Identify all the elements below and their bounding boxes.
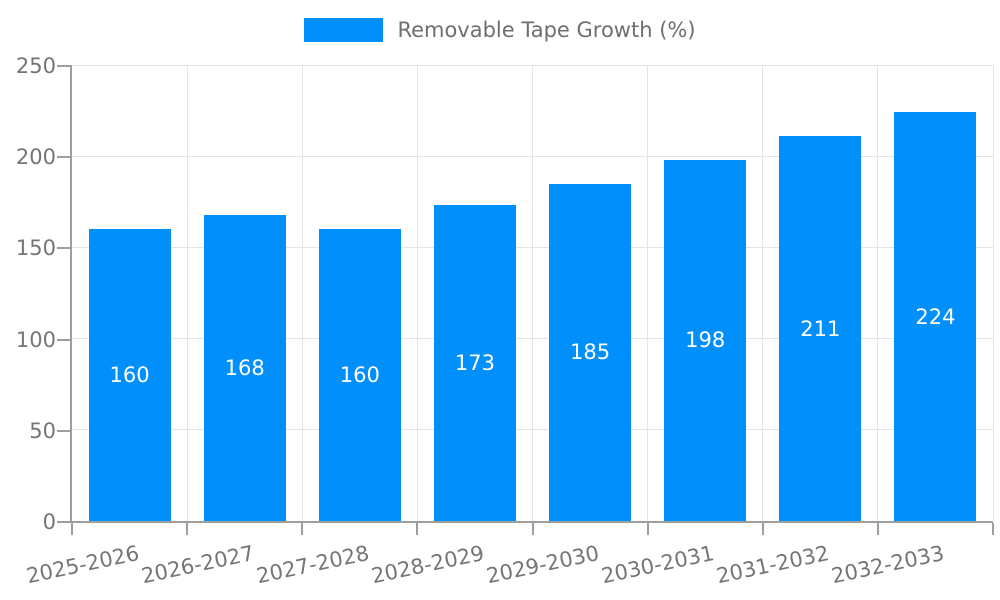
x-tick-mark bbox=[71, 523, 73, 535]
bar[interactable]: 198 bbox=[664, 159, 747, 521]
bar[interactable]: 160 bbox=[318, 229, 401, 521]
bar[interactable]: 173 bbox=[433, 205, 516, 521]
bar-value-label: 168 bbox=[224, 355, 265, 380]
x-tick-mark bbox=[761, 523, 764, 535]
bar-value-label: 224 bbox=[915, 304, 956, 329]
x-tick-mark bbox=[301, 523, 304, 535]
x-axis-line bbox=[70, 521, 993, 523]
y-axis-tick-label: 150 bbox=[15, 236, 56, 261]
y-axis-line bbox=[70, 65, 72, 523]
x-tick-mark bbox=[416, 523, 419, 535]
x-tick-mark bbox=[646, 523, 649, 535]
bar[interactable]: 211 bbox=[779, 136, 862, 521]
bar[interactable]: 185 bbox=[549, 183, 632, 521]
bar[interactable]: 168 bbox=[203, 214, 286, 521]
x-tick-mark bbox=[186, 523, 189, 535]
bar[interactable]: 224 bbox=[894, 112, 977, 521]
bar-value-label: 198 bbox=[685, 328, 726, 353]
bar-value-label: 211 bbox=[800, 316, 841, 341]
x-gridline bbox=[647, 65, 649, 521]
x-tick-mark bbox=[531, 523, 534, 535]
bar-value-label: 185 bbox=[570, 340, 611, 365]
legend-label: Removable Tape Growth (%) bbox=[397, 18, 696, 42]
legend-swatch bbox=[304, 18, 384, 42]
y-tick-mark bbox=[57, 338, 70, 341]
bar[interactable]: 160 bbox=[88, 229, 171, 521]
y-axis-tick-label: 200 bbox=[15, 145, 56, 170]
bar-value-label: 173 bbox=[454, 351, 495, 376]
x-tick-mark bbox=[992, 523, 994, 535]
y-tick-mark bbox=[57, 247, 70, 250]
x-gridline bbox=[877, 65, 879, 521]
y-tick-mark bbox=[57, 521, 70, 523]
x-gridline bbox=[186, 65, 188, 521]
y-tick-mark bbox=[57, 429, 70, 432]
x-tick-mark bbox=[876, 523, 879, 535]
bar-value-label: 160 bbox=[339, 363, 380, 388]
y-tick-mark bbox=[57, 156, 70, 159]
x-gridline bbox=[762, 65, 764, 521]
y-axis-tick-label: 250 bbox=[15, 54, 56, 78]
legend-item[interactable]: Removable Tape Growth (%) bbox=[0, 18, 1000, 42]
bar-value-label: 160 bbox=[109, 363, 150, 388]
x-gridline bbox=[532, 65, 533, 521]
y-axis-tick-label: 100 bbox=[15, 327, 56, 352]
y-axis-tick-label: 50 bbox=[29, 418, 56, 443]
y-tick-mark bbox=[57, 65, 70, 67]
y-axis-tick-label: 0 bbox=[42, 510, 56, 534]
x-gridline bbox=[416, 65, 418, 521]
x-gridline bbox=[992, 65, 994, 521]
x-gridline bbox=[301, 65, 303, 521]
